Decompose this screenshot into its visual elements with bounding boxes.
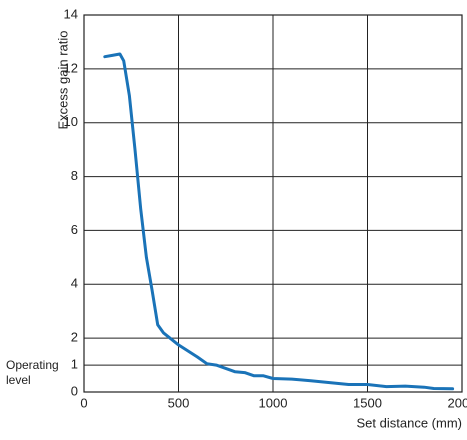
y-tick-label: 2 [71,330,78,345]
y-tick-label: 10 [64,114,78,129]
y-tick-label: 4 [71,276,78,291]
x-tick-label: 1000 [259,395,288,410]
y-tick-label: 0 [71,383,78,398]
y-tick-label: 1 [71,357,78,372]
x-axis-label: Set distance (mm) [357,415,462,430]
x-tick-label: 500 [168,395,190,410]
x-tick-label: 2000 [448,395,467,410]
y-tick-label: 12 [64,60,78,75]
annotation: Operating level [6,358,59,387]
y-axis-label: Excess gain ratio [55,31,70,130]
y-tick-label: 6 [71,222,78,237]
y-tick-label: 14 [64,6,78,21]
data-line [103,52,455,391]
plot-frame [83,14,463,393]
x-tick-label: 0 [80,395,87,410]
x-tick-label: 1500 [353,395,382,410]
y-tick-label: 8 [71,168,78,183]
